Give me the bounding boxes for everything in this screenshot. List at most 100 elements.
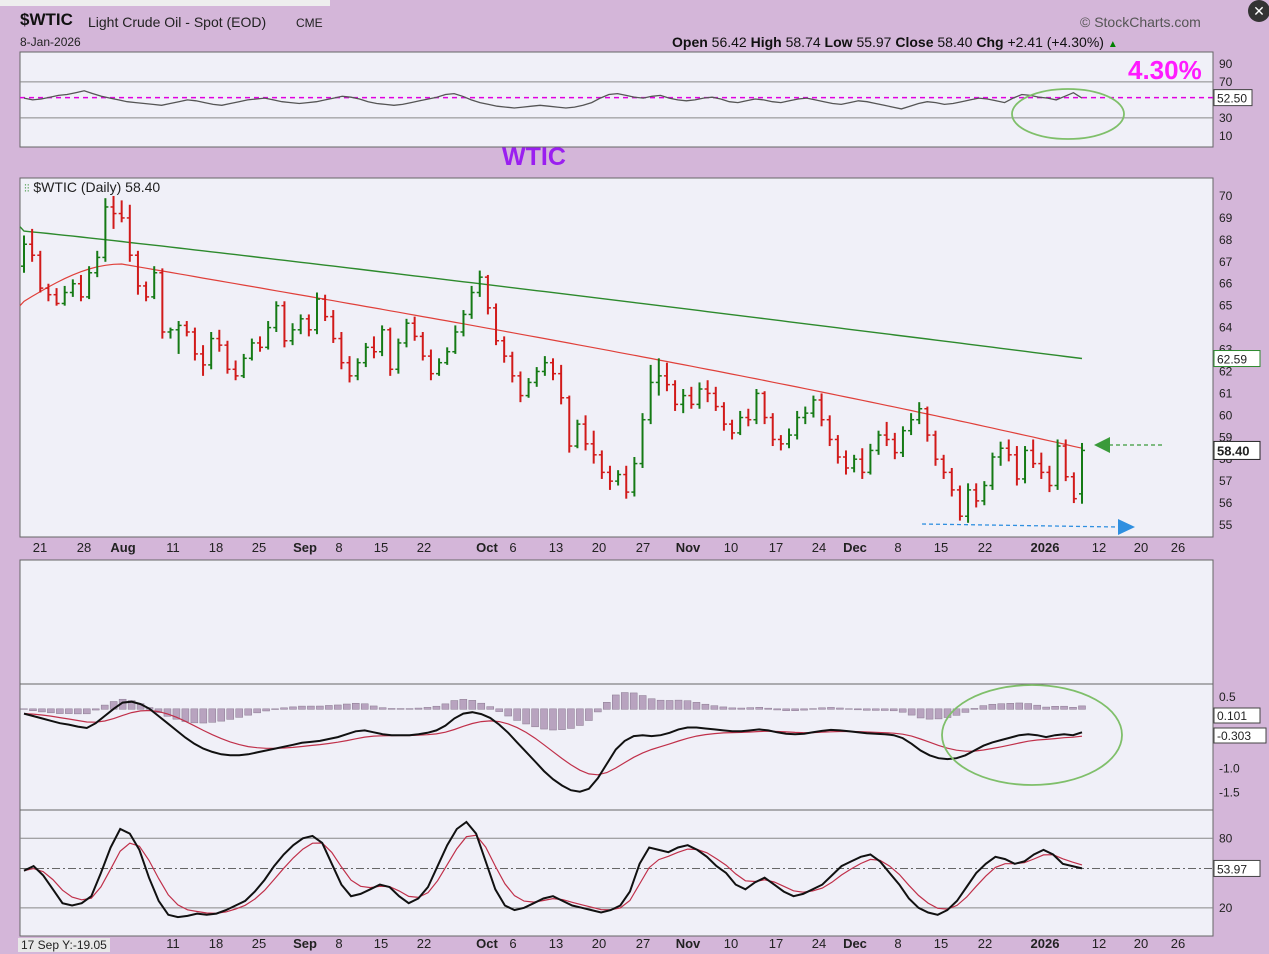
- rsi-highlight-circle: [1011, 88, 1125, 140]
- macd-histogram-bar: [746, 707, 755, 710]
- ohlc-bar: [826, 415, 833, 447]
- macd-histogram-bar: [791, 708, 799, 711]
- macd-histogram-bar: [809, 708, 817, 710]
- macd-histogram-bar: [522, 708, 530, 725]
- price-tick-57: 57: [1219, 474, 1233, 488]
- ohlc-bar: [118, 200, 125, 223]
- x-tick-label: 20: [592, 936, 606, 951]
- ohlc-bar: [940, 454, 947, 479]
- ohlc-bar: [224, 340, 231, 374]
- ohlc-bar: [346, 356, 353, 383]
- macd-histogram-bar: [369, 705, 378, 710]
- ohlc-bar: [452, 325, 459, 354]
- price-tick-55: 55: [1219, 518, 1233, 532]
- ohlc-bar: [476, 270, 483, 297]
- macd-histogram-bar: [351, 702, 360, 710]
- x-tick-label: 8: [894, 936, 901, 951]
- ohlc-bar: [883, 421, 890, 447]
- x-tick-label: 24: [812, 540, 826, 555]
- macd-histogram: [20, 692, 1086, 731]
- macd-histogram-bar: [710, 705, 719, 710]
- macd-signal-line: [23, 709, 1083, 776]
- macd-last-value: -0.303: [1217, 729, 1251, 743]
- ohlc-bar: [712, 386, 719, 411]
- x-tick-label: 25: [252, 936, 266, 951]
- macd-histogram-bar: [1051, 706, 1059, 710]
- x-tick-label: 17: [769, 936, 783, 951]
- macd-histogram-bar: [100, 704, 109, 710]
- macd-histogram-bar: [405, 708, 414, 710]
- close-label: Close: [895, 34, 934, 50]
- macd-histogram-bar: [701, 703, 710, 710]
- ohlc-bar: [159, 268, 166, 339]
- ohlc-bar: [232, 360, 239, 381]
- macd-histogram-bar: [1069, 707, 1077, 710]
- close-value: 58.40: [937, 34, 973, 50]
- x-tick-label: 22: [417, 540, 431, 555]
- ohlc-readout: Open 56.42 High 58.74 Low 55.97 Close 58…: [672, 34, 1118, 50]
- macd-histogram-bar: [997, 703, 1006, 710]
- ohlc-bar: [574, 419, 581, 449]
- macd-histogram-bar: [190, 708, 199, 724]
- ohlc-bar: [354, 358, 361, 381]
- macd-histogram-bar: [620, 692, 629, 710]
- ohlc-bar: [134, 250, 141, 295]
- close-icon[interactable]: ✕: [1248, 0, 1269, 22]
- ohlc-bar: [737, 410, 744, 436]
- ohlc-bar: [379, 325, 386, 357]
- macd-histogram-bar: [20, 708, 28, 710]
- macd-histogram-bar: [880, 708, 889, 711]
- macd-histogram-bar: [441, 703, 450, 710]
- ohlc-bar: [86, 266, 93, 300]
- ohlc-bar: [672, 380, 679, 411]
- ohlc-bar: [1013, 446, 1020, 486]
- macd-histogram-bar: [961, 708, 970, 713]
- x-tick-label: 24: [812, 936, 826, 951]
- x-tick-label: Nov: [676, 936, 701, 951]
- panel-stoch: [19, 809, 1214, 937]
- ohlc-bar: [77, 274, 84, 302]
- x-tick-label: 27: [636, 936, 650, 951]
- price-panel-title: ⫶⫶ $WTIC (Daily) 58.40: [24, 179, 160, 196]
- macd-histogram-bar: [468, 700, 477, 710]
- close-last-value: 58.40: [1217, 443, 1250, 458]
- macd-histogram-bar: [934, 708, 943, 720]
- ohlc-bar: [558, 364, 565, 405]
- x-tick-label: 12: [1092, 936, 1106, 951]
- x-tick-label: 11: [166, 540, 180, 555]
- ohlc-bar: [484, 274, 491, 315]
- ohlc-bar: [818, 393, 825, 427]
- low-value: 55.97: [856, 34, 892, 50]
- ohlc-bar: [696, 382, 703, 409]
- ohlc-bar: [989, 452, 996, 490]
- ohlc-bar: [867, 443, 874, 475]
- macd-tick: -1.0: [1219, 762, 1240, 776]
- macd-histogram-bar: [334, 704, 342, 710]
- ohlc-bar: [240, 353, 247, 379]
- ohlc-bar: [427, 349, 434, 381]
- ohlc-bar: [1038, 452, 1045, 479]
- rsi-tick: 70: [1219, 75, 1233, 89]
- ohlc-bar: [143, 281, 150, 302]
- ohlc-bar: [1054, 439, 1061, 490]
- macd-histogram-bar: [360, 703, 369, 710]
- price-panel-title-text: $WTIC (Daily) 58.40: [33, 179, 161, 195]
- macd-histogram-bar: [343, 703, 351, 710]
- ohlc-bar: [167, 327, 174, 339]
- macd-histogram-bar: [988, 703, 997, 710]
- ohlc-bar: [582, 415, 589, 451]
- ohlc-bar: [688, 386, 695, 409]
- macd-histogram-bar: [764, 707, 772, 710]
- macd-histogram-bar: [970, 708, 979, 710]
- macd-histogram-bar: [378, 707, 387, 710]
- ma50-line: [19, 263, 1083, 449]
- macd-histogram-bar: [1033, 704, 1041, 710]
- macd-histogram-bar: [432, 705, 441, 710]
- macd-histogram-bar: [280, 707, 288, 710]
- stoch-last-label: [1213, 859, 1261, 877]
- macd-histogram-bar: [647, 698, 656, 710]
- x-tick-label: Sep: [293, 936, 317, 951]
- macd-histogram-bar: [638, 695, 647, 710]
- ohlc-bar: [997, 441, 1004, 466]
